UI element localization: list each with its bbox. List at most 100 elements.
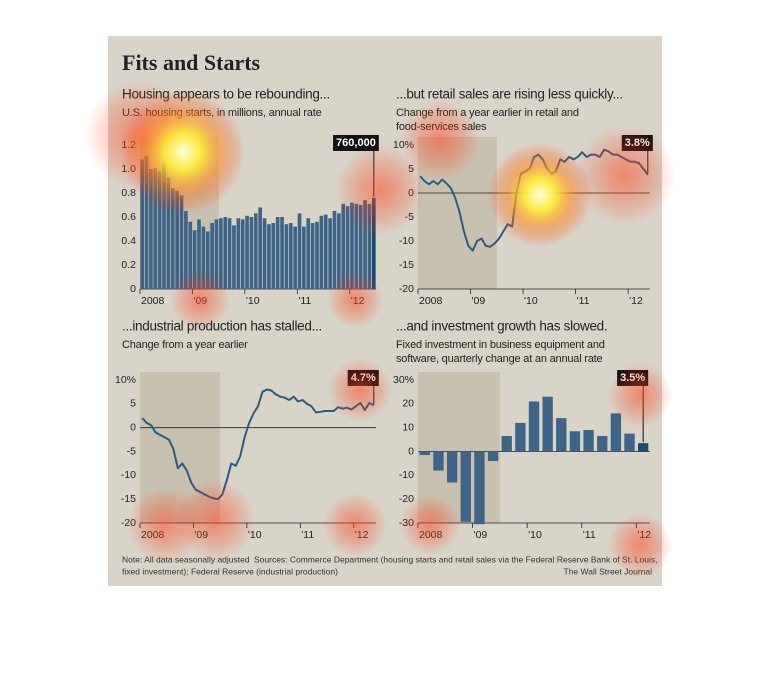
bar [179,195,184,289]
bar [144,155,149,289]
y-tick-label: 0 [408,187,414,199]
y-tick-label: 1.0 [121,163,136,175]
bar [162,163,166,289]
x-tick-label: '11 [301,529,314,541]
bar [188,221,193,289]
bar [597,436,608,452]
bar [446,451,458,483]
y-tick-label: 0.4 [121,235,136,247]
chart-title: Housing appears to be rebounding... [122,87,330,102]
bar [280,217,284,289]
bar [275,217,280,289]
bar [345,206,350,289]
chart-title: ...and investment growth has slowed. [396,319,607,334]
bar [337,213,341,289]
bar [433,451,444,471]
y-tick-label: 0 [130,283,136,295]
bar [170,188,175,289]
data-label: 760,000 [336,137,376,149]
chart-subtitle: food-services sales [396,121,487,133]
bar [219,218,223,289]
y-tick-label: 10% [393,139,414,151]
bar [460,451,471,522]
x-tick-label: 2008 [419,295,443,307]
bar [153,167,158,289]
y-tick-label: 5 [130,398,136,410]
bar [157,171,162,289]
bar [487,451,499,462]
bar [267,224,271,289]
bar [319,215,324,289]
x-tick-label: '09 [474,529,488,541]
recession-shade [418,137,497,289]
bar [610,413,622,452]
bar [528,401,540,452]
y-tick-label: -20 [399,493,414,505]
bar [184,211,188,289]
x-tick-label: '12 [637,529,651,541]
bar [542,396,553,452]
chart-subtitle: Change from a year earlier in retail and [396,107,579,119]
bar [515,422,526,452]
chart-subtitle: U.S. housing starts, in millions, annual… [122,107,322,119]
bar [288,223,293,289]
y-tick-label: 0 [130,421,136,433]
bar [310,223,315,289]
x-tick-label: '12 [355,529,369,541]
bar [371,197,376,289]
bar [306,218,311,289]
bar [140,159,145,289]
x-tick-label: 2008 [419,529,443,541]
chart-subtitle: Change from a year earlier [122,339,248,351]
bar [363,200,367,289]
bar [166,177,171,289]
bar [197,219,201,289]
data-label: 4.7% [351,372,376,384]
y-tick-label: 10 [402,421,414,433]
bar [262,218,267,289]
bar [175,190,179,289]
sources: Sources: Commerce Department (housing st… [254,554,657,564]
bar [341,203,346,289]
y-tick-label: -15 [121,493,136,505]
bar [271,223,276,289]
bar [293,226,297,289]
bar [302,226,306,289]
bar [637,443,649,452]
y-tick-label: -10 [399,235,414,247]
bar [245,215,249,289]
note: Note: All data seasonally adjusted [122,554,250,564]
y-tick-label: 0.6 [121,211,136,223]
bar [419,451,431,456]
bar [328,218,332,289]
recession-shade [140,372,221,523]
bar [624,433,635,452]
x-tick-label: '12 [629,295,643,307]
bar [227,218,232,289]
y-tick-label: -10 [121,469,136,481]
bar [501,436,512,452]
chart-subtitle: Fixed investment in business equipment a… [396,339,605,351]
bar [201,226,206,289]
bar [556,418,567,452]
bar [192,230,197,289]
bar [240,219,245,289]
x-tick-label: '11 [298,295,311,307]
x-tick-label: '09 [472,295,486,307]
bar [214,219,219,289]
chart-subtitle: software, quarterly change at an annual … [396,353,603,365]
sources: fixed investment); Federal Reserve (indu… [122,566,338,576]
x-tick-label: '11 [577,295,590,307]
y-tick-label: -5 [405,211,414,223]
y-tick-label: 0 [408,445,414,457]
x-tick-label: '09 [194,529,208,541]
y-tick-label: -5 [127,445,136,457]
bar [232,225,236,289]
x-tick-label: '12 [351,295,365,307]
x-tick-label: '11 [583,529,596,541]
bar [258,207,263,289]
bar [253,213,258,289]
y-tick-label: -15 [399,259,414,271]
x-tick-label: '09 [193,295,207,307]
